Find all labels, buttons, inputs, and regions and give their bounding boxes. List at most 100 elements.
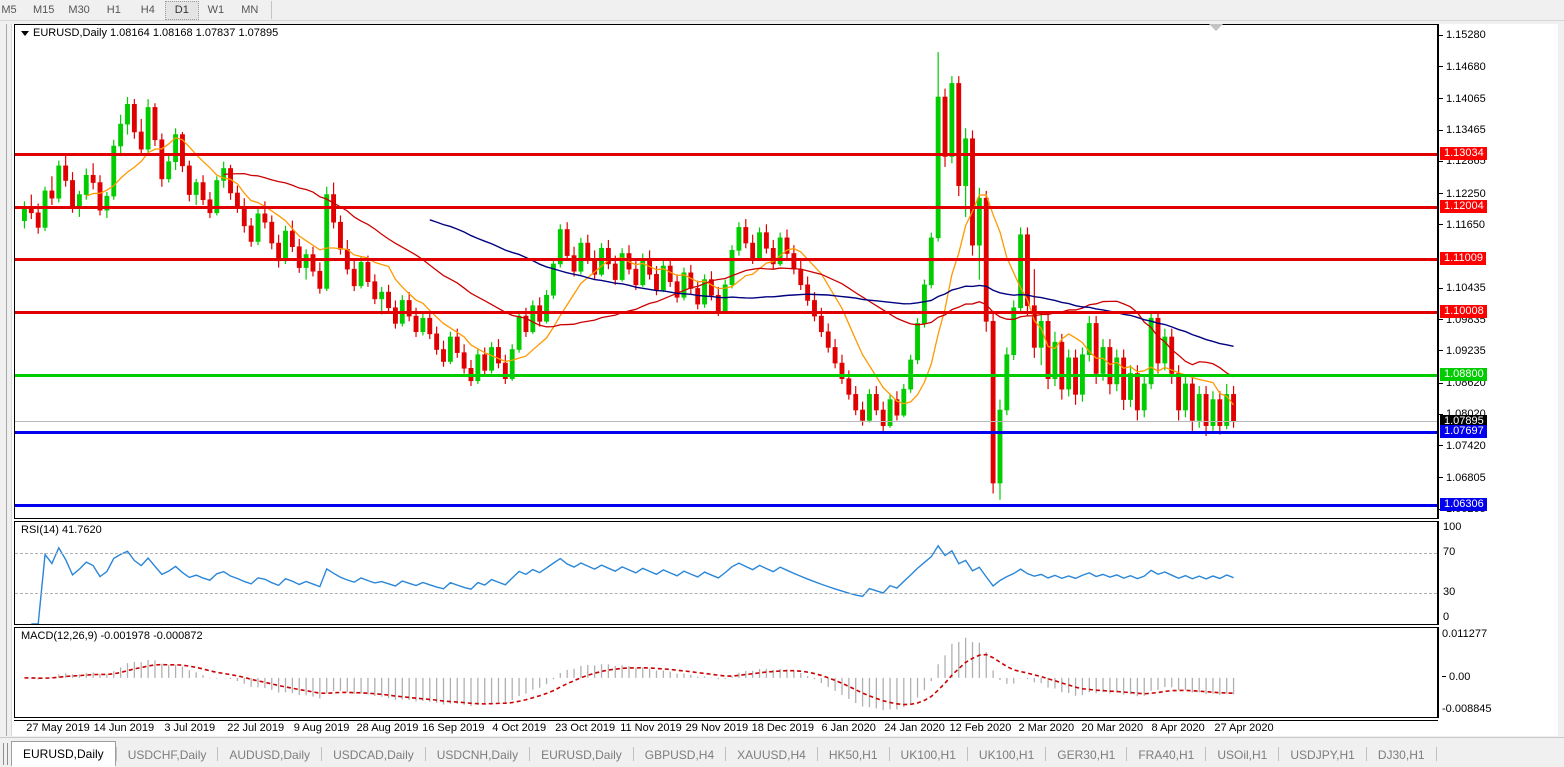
timeframe-button-w1[interactable]: W1 <box>207 4 225 16</box>
chart-tab-usdjpy-h1[interactable]: USDJPY,H1 <box>1290 748 1355 762</box>
tab-bar-grip[interactable] <box>3 743 8 765</box>
time-axis[interactable]: 27 May 2019 14 Jun 2019 3 Jul 2019 22 Jul 2… <box>14 720 1438 736</box>
chart-tab-usdcnh-daily[interactable]: USDCNH,Daily <box>436 748 519 762</box>
time-axis-label: 27 Apr 2020 <box>1214 722 1274 734</box>
time-axis-label: 8 Apr 2020 <box>1151 722 1205 734</box>
macd-tick: 0.00 <box>1439 671 1470 683</box>
tab-divider <box>816 747 818 761</box>
chart-tab-uk100-h1[interactable]: UK100,H1 <box>978 748 1035 762</box>
level-line-pivot-1.08800[interactable] <box>15 373 1437 377</box>
time-axis-label: 27 May 2019 <box>26 722 90 734</box>
chart-tab-usoil-h1[interactable]: USOil,H1 <box>1217 748 1268 762</box>
chart-tab-hk50-h1[interactable]: HK50,H1 <box>828 748 878 762</box>
rsi-level-30 <box>15 593 1437 595</box>
collapse-triangle-icon[interactable] <box>21 30 29 36</box>
tab-divider <box>888 747 890 761</box>
price-tag-pivot-1.08800[interactable]: 1.08800 <box>1440 367 1487 381</box>
chart-tab-gbpusd-h4[interactable]: GBPUSD,H4 <box>644 748 715 762</box>
time-axis-label: 24 Jan 2020 <box>884 722 945 734</box>
level-line-resistance-1.12004[interactable] <box>15 206 1437 210</box>
timeframe-button-d1[interactable]: D1 <box>164 0 199 20</box>
price-tag-support-1.07697[interactable]: 1.07697 <box>1440 425 1487 439</box>
tab-divider <box>1126 747 1128 761</box>
price-tag-resistance-1.12004[interactable]: 1.12004 <box>1440 200 1487 214</box>
macd-tick: -0.008845 <box>1442 703 1492 716</box>
level-line-resistance-1.13034[interactable] <box>15 152 1437 156</box>
price-tag-current-price-1.07895[interactable]: 1.07895 <box>1440 414 1487 428</box>
chart-tab-usdchf-daily[interactable]: USDCHF,Daily <box>127 748 207 762</box>
rsi-tick: 0 <box>1443 611 1450 623</box>
tab-divider <box>217 747 219 761</box>
tab-divider <box>424 747 426 761</box>
tab-divider <box>529 747 531 761</box>
level-line-support-1.07697[interactable] <box>15 431 1437 435</box>
timeframe-toolbar: M5 M15 M30 H1 H4 D1 W1 MN <box>0 0 1564 21</box>
price-axis[interactable]: 1.15280 1.14680 1.14065 1.13465 1.12865 1.122… <box>1438 24 1558 519</box>
price-chart-pane[interactable]: EURUSD,Daily 1.08164 1.08168 1.07837 1.0… <box>14 24 1438 519</box>
chart-tab-ger30-h1[interactable]: GER30,H1 <box>1057 748 1116 762</box>
price-tag-support-1.06306[interactable]: 1.06306 <box>1440 497 1487 511</box>
time-axis-label: 9 Aug 2019 <box>293 722 350 734</box>
price-tick: 1.15280 <box>1439 29 1486 42</box>
tab-divider <box>632 747 634 761</box>
rsi-pane[interactable]: RSI(14) 41.7620 <box>14 521 1438 625</box>
price-candles <box>22 52 1236 500</box>
chart-tab-eurusd-daily[interactable]: EURUSD,Daily <box>11 741 116 767</box>
level-line-resistance-1.11009[interactable] <box>15 258 1437 262</box>
macd-pane[interactable]: MACD(12,26,9) -0.001978 -0.000872 <box>14 627 1438 718</box>
chart-scroll-marker-icon[interactable] <box>1209 24 1223 31</box>
level-line-current-price-1.07895[interactable] <box>15 420 1437 422</box>
time-axis-label: 3 Jul 2019 <box>164 722 216 734</box>
timeframe-button-h1[interactable]: H1 <box>106 4 121 16</box>
chart-left-gutter <box>6 24 12 736</box>
chart-tab-uk100-h1[interactable]: UK100,H1 <box>900 748 956 762</box>
level-line-resistance-1.10008[interactable] <box>15 310 1437 314</box>
chart-tab-eurusd-daily[interactable]: EURUSD,Daily <box>541 748 622 762</box>
time-axis-label: 20 Mar 2020 <box>1081 722 1144 734</box>
time-axis-label: 23 Oct 2019 <box>555 722 616 734</box>
tab-divider <box>321 747 323 761</box>
tab-divider <box>1435 747 1437 761</box>
time-axis-label: 2 Mar 2020 <box>1018 722 1075 734</box>
price-tick: 1.07420 <box>1439 440 1486 452</box>
price-tick: 1.11650 <box>1439 219 1485 231</box>
price-tag-resistance-1.13034[interactable]: 1.13034 <box>1440 146 1487 160</box>
price-tag-resistance-1.10008[interactable]: 1.10008 <box>1440 304 1487 318</box>
timeframe-button-m5[interactable]: M5 <box>1 4 17 16</box>
time-axis-label: 6 Jan 2020 <box>821 722 876 734</box>
time-axis-label: 18 Dec 2019 <box>751 722 814 734</box>
chart-tab-fra40-h1[interactable]: FRA40,H1 <box>1138 748 1195 762</box>
tab-divider <box>115 747 117 761</box>
timeframe-button-m15[interactable]: M15 <box>33 4 55 16</box>
chart-tab-xauusd-h4[interactable]: XAUUSD,H4 <box>737 748 806 762</box>
chart-tab-audusd-daily[interactable]: AUDUSD,Daily <box>229 748 311 762</box>
rsi-pane-title: RSI(14) 41.7620 <box>19 524 104 536</box>
chart-tab-dj30-h1[interactable]: DJ30,H1 <box>1377 748 1425 762</box>
rsi-axis: 100 70 30 0 <box>1438 521 1558 625</box>
macd-pane-title: MACD(12,26,9) -0.001978 -0.000872 <box>19 630 205 642</box>
rsi-tick: 30 <box>1443 586 1456 599</box>
price-tag-resistance-1.11009[interactable]: 1.11009 <box>1440 252 1486 266</box>
price-tick: 1.12250 <box>1439 188 1486 200</box>
rsi-tick: 70 <box>1443 545 1456 558</box>
tab-divider <box>1278 747 1280 761</box>
price-tick: 1.06805 <box>1439 472 1486 484</box>
time-axis-label: 28 Aug 2019 <box>356 722 419 734</box>
time-axis-label: 14 Jun 2019 <box>93 722 155 734</box>
timeframe-button-h4[interactable]: H4 <box>140 4 155 16</box>
level-line-support-1.06306[interactable] <box>15 503 1437 507</box>
tab-divider <box>1365 747 1367 761</box>
macd-histogram <box>24 637 1235 711</box>
time-axis-label: 11 Nov 2019 <box>620 722 682 734</box>
timeframe-button-mn[interactable]: MN <box>241 4 259 16</box>
chart-tab-bar: EURUSD,Daily USDCHF,Daily AUDUSD,Daily USDC… <box>0 737 1564 767</box>
tab-divider <box>1045 747 1047 761</box>
time-axis-label: 29 Nov 2019 <box>685 722 749 734</box>
timeframe-button-m30[interactable]: M30 <box>68 4 90 16</box>
chart-tab-usdcad-daily[interactable]: USDCAD,Daily <box>333 748 414 762</box>
price-tick: 1.13465 <box>1439 124 1486 136</box>
price-tick: 1.14065 <box>1439 93 1486 105</box>
macd-tick: 0.011277 <box>1442 628 1488 641</box>
tab-divider <box>1205 747 1207 761</box>
